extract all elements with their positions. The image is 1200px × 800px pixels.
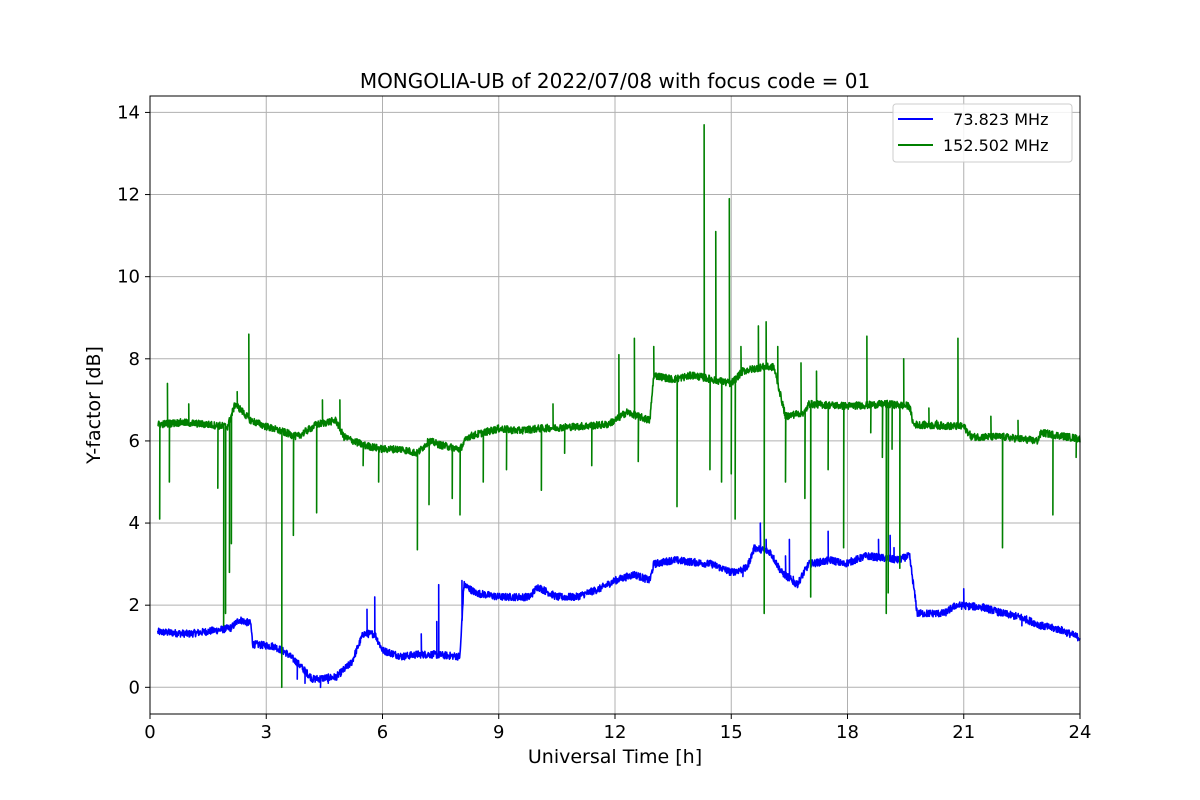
series-line-0	[156, 522, 1081, 689]
y-tick-label-3: 6	[129, 431, 140, 452]
x-tick-label-3: 9	[493, 722, 504, 743]
y-axis-label: Y-factor [dB]	[83, 346, 105, 465]
y-tick-label-2: 4	[129, 513, 140, 534]
legend: 73.823 MHz 152.502 MHz	[892, 103, 1073, 163]
x-tick-label-2: 6	[377, 722, 388, 743]
x-tick-label-6: 18	[836, 722, 859, 743]
x-axis-label: Universal Time [h]	[528, 746, 702, 768]
y-tick-label-0: 0	[129, 677, 140, 698]
y-tick-label-7: 14	[117, 102, 140, 123]
y-axis-ticks: 0 2 4 6 8 10 12 14	[117, 102, 150, 698]
x-tick-label-8: 24	[1069, 722, 1092, 743]
legend-label-0: 73.823 MHz	[943, 110, 1048, 129]
x-tick-label-0: 0	[144, 722, 155, 743]
y-tick-label-6: 12	[117, 185, 140, 206]
y-tick-label-5: 10	[117, 267, 140, 288]
x-tick-label-1: 3	[261, 722, 272, 743]
x-tick-label-7: 21	[952, 722, 975, 743]
x-axis-ticks: 0 3 6 9 12 15 18 21 24	[144, 714, 1091, 743]
x-tick-label-5: 15	[720, 722, 743, 743]
series-line-1	[157, 123, 1081, 689]
chart-title: MONGOLIA-UB of 2022/07/08 with focus cod…	[360, 69, 870, 93]
y-tick-label-1: 2	[129, 595, 140, 616]
legend-label-1: 152.502 MHz	[943, 136, 1048, 155]
plot-area	[156, 123, 1081, 689]
legend-box	[892, 103, 1073, 163]
y-tick-label-4: 8	[129, 349, 140, 370]
x-tick-label-4: 12	[604, 722, 627, 743]
